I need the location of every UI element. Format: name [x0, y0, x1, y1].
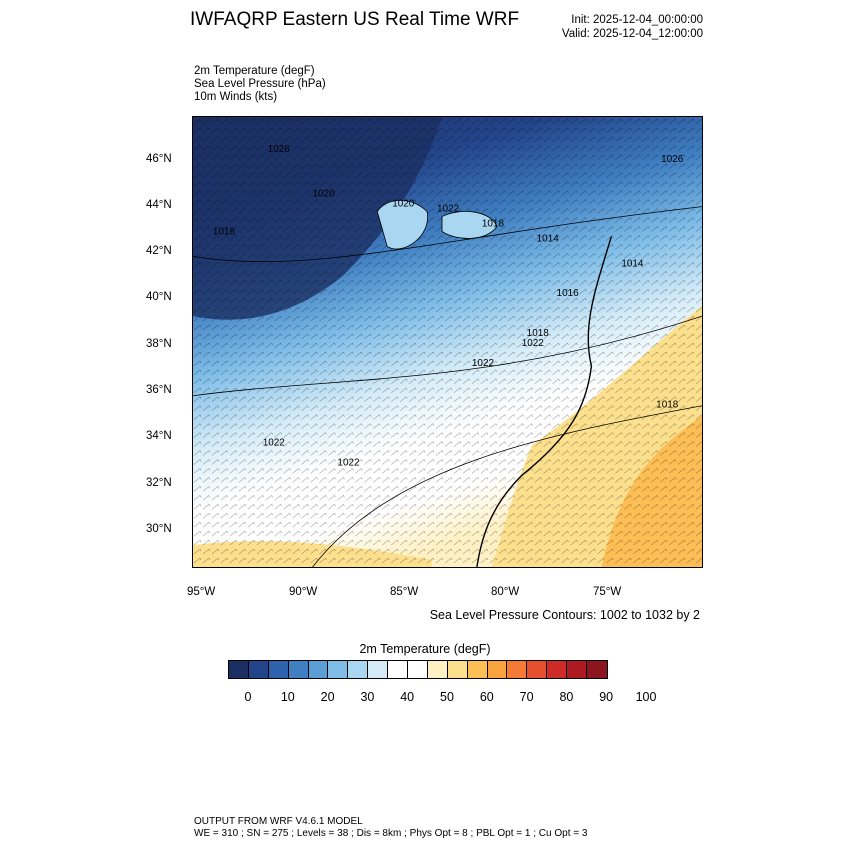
- colorbar-label: 40: [400, 690, 415, 704]
- isobar-label: 1014: [621, 258, 644, 269]
- contour-note: Sea Level Pressure Contours: 1002 to 103…: [429, 608, 700, 622]
- lat-label: 44°N: [146, 199, 172, 211]
- colorbar: [228, 660, 608, 679]
- isobar-label: 1014: [537, 233, 560, 244]
- colorbar-cell: [229, 661, 249, 678]
- isobar-label: 1022: [263, 438, 286, 449]
- isobar-label: 1016: [557, 288, 580, 299]
- isobar-label: 1018: [213, 226, 236, 237]
- colorbar-cell: [388, 661, 409, 678]
- init-time: Init: 2025-12-04_00:00:00: [571, 14, 703, 26]
- lat-label: 32°N: [146, 477, 172, 489]
- coastline: [476, 236, 613, 567]
- colorbar-cell: [248, 661, 269, 678]
- colorbar-cell: [368, 661, 389, 678]
- colorbar-label: 100: [635, 690, 657, 704]
- colorbar-cell: [308, 661, 329, 678]
- isobar-label: 1022: [522, 338, 545, 349]
- isobars: [193, 206, 702, 567]
- isobar-label: 1022: [472, 358, 495, 369]
- lat-label: 36°N: [146, 384, 172, 396]
- colorbar-cell: [467, 661, 488, 678]
- colorbar-cell: [487, 661, 508, 678]
- great-lakes: [376, 199, 498, 250]
- isobar-label: 1022: [337, 457, 360, 468]
- colorbar-title: 2m Temperature (degF): [359, 642, 491, 656]
- lat-label: 46°N: [146, 153, 172, 165]
- colorbar-cell: [268, 661, 289, 678]
- isobar-label: 1020: [392, 199, 415, 210]
- colorbar-label: 80: [559, 690, 574, 704]
- valid-time: Valid: 2025-12-04_12:00:00: [561, 28, 703, 40]
- colorbar-cell: [567, 661, 588, 678]
- isobar-label: 1018: [656, 400, 679, 411]
- colorbar-label: 90: [599, 690, 614, 704]
- lat-label: 42°N: [146, 245, 172, 257]
- lat-label: 30°N: [146, 523, 172, 535]
- colorbar-cell: [527, 661, 548, 678]
- chart-title: IWFAQRP Eastern US Real Time WRF: [190, 9, 520, 30]
- colorbar-cell: [507, 661, 528, 678]
- colorbar-cell: [288, 661, 309, 678]
- lon-label: 75°W: [593, 586, 622, 598]
- lon-label: 95°W: [187, 586, 216, 598]
- field-list: 2m Temperature (degF) Sea Level Pressure…: [194, 65, 326, 104]
- colorbar-cell: [447, 661, 468, 678]
- lat-label: 38°N: [146, 338, 172, 350]
- lat-label: 34°N: [146, 430, 172, 442]
- run-times: Init: 2025-12-04_00:00:00 Valid: 2025-12…: [562, 13, 703, 41]
- footer-line-1: OUTPUT FROM WRF V4.6.1 MODEL: [194, 816, 363, 827]
- colorbar-cell: [328, 661, 349, 678]
- footer-line-2: WE = 310 ; SN = 275 ; Levels = 38 ; Dis …: [194, 827, 588, 839]
- colorbar-cell: [348, 661, 369, 678]
- colorbar-label: 60: [479, 690, 494, 704]
- model-footer: OUTPUT FROM WRF V4.6.1 MODEL WE = 310 ; …: [194, 816, 587, 839]
- isobar-label: 1026: [661, 154, 684, 165]
- colorbar-cell: [547, 661, 568, 678]
- field-pressure: Sea Level Pressure (hPa): [194, 78, 326, 90]
- colorbar-label: 20: [320, 690, 335, 704]
- field-winds: 10m Winds (kts): [194, 91, 278, 103]
- colorbar-label: 10: [280, 690, 295, 704]
- isobar-label: 1018: [527, 328, 550, 339]
- colorbar-label: 30: [360, 690, 375, 704]
- colorbar-label: 70: [519, 690, 534, 704]
- lon-label: 90°W: [289, 586, 318, 598]
- isobar-label: 1022: [437, 204, 460, 215]
- field-temperature: 2m Temperature (degF): [194, 65, 315, 77]
- isobar-label: 1026: [268, 144, 291, 155]
- colorbar-cell: [408, 661, 428, 678]
- colorbar-cell: [427, 661, 448, 678]
- colorbar-label: 0: [244, 690, 252, 704]
- colorbar-label: 50: [440, 690, 454, 704]
- wind-barbs: [193, 117, 702, 567]
- isobar-label: 1018: [482, 219, 505, 230]
- lon-label: 85°W: [390, 586, 419, 598]
- colorbar-cell: [587, 661, 607, 678]
- lon-label: 80°W: [491, 586, 520, 598]
- lat-label: 40°N: [146, 291, 172, 303]
- isobar-label: 1020: [313, 189, 336, 200]
